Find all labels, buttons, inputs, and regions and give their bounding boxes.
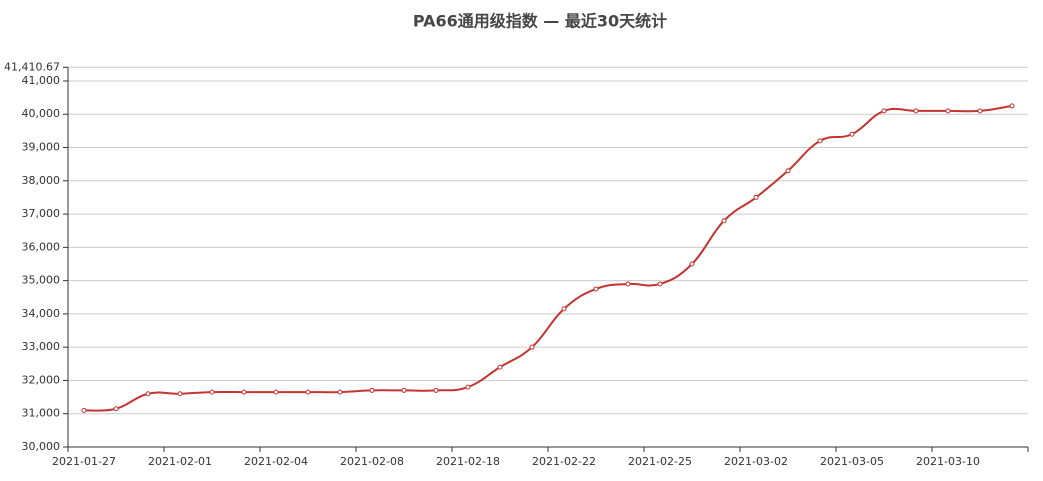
point — [817, 138, 823, 144]
y-tick-label: 41,410.67 — [4, 60, 60, 73]
point — [209, 389, 215, 395]
y-tick-label: 39,000 — [22, 141, 61, 154]
y-tick-label: 31,000 — [22, 407, 61, 420]
point — [241, 389, 247, 395]
x-tick-label: 2021-03-10 — [916, 455, 980, 468]
point — [881, 108, 887, 114]
y-tick-label: 41,000 — [22, 74, 61, 87]
y-tick-label: 35,000 — [22, 274, 61, 287]
point — [337, 389, 343, 395]
point — [401, 387, 407, 393]
point — [81, 407, 87, 413]
point — [145, 391, 151, 397]
x-tick-label: 2021-03-05 — [820, 455, 884, 468]
y-tick-label: 40,000 — [22, 107, 61, 120]
line — [83, 104, 1013, 412]
y-tick-label: 38,000 — [22, 174, 61, 187]
x-tick-label: 2021-01-27 — [52, 455, 116, 468]
point — [945, 108, 951, 114]
point — [433, 387, 439, 393]
x-tick-label: 2021-03-02 — [724, 455, 788, 468]
x-tick-label: 2021-02-22 — [532, 455, 596, 468]
point — [305, 389, 311, 395]
x-tick-label: 2021-02-25 — [628, 455, 692, 468]
point — [465, 384, 471, 390]
point — [977, 108, 983, 114]
point — [497, 364, 503, 370]
point — [849, 131, 855, 137]
point — [689, 261, 695, 267]
point — [177, 391, 183, 397]
y-tick-label: 37,000 — [22, 207, 61, 220]
chart-title: PA66通用级指数 — 最近30天统计 — [413, 12, 667, 31]
point — [753, 194, 759, 200]
x-tick-label: 2021-02-01 — [148, 455, 212, 468]
x-tick-label: 2021-02-04 — [244, 455, 308, 468]
y-tick-label: 30,000 — [22, 440, 61, 453]
y-tick-label: 32,000 — [22, 373, 61, 386]
y-tick-label: 33,000 — [22, 340, 61, 353]
point — [1009, 103, 1015, 109]
point — [529, 344, 535, 350]
y-tick-label: 34,000 — [22, 307, 61, 320]
point — [273, 389, 279, 395]
point — [113, 406, 119, 412]
point — [785, 168, 791, 174]
x-tick-label: 2021-02-08 — [340, 455, 404, 468]
point — [913, 108, 919, 114]
y-tick-label: 36,000 — [22, 240, 61, 253]
point — [593, 286, 599, 292]
point — [369, 387, 375, 393]
x-tick-label: 2021-02-18 — [436, 455, 500, 468]
point — [657, 281, 663, 287]
point — [721, 218, 727, 224]
point — [561, 306, 567, 312]
point — [625, 281, 631, 287]
